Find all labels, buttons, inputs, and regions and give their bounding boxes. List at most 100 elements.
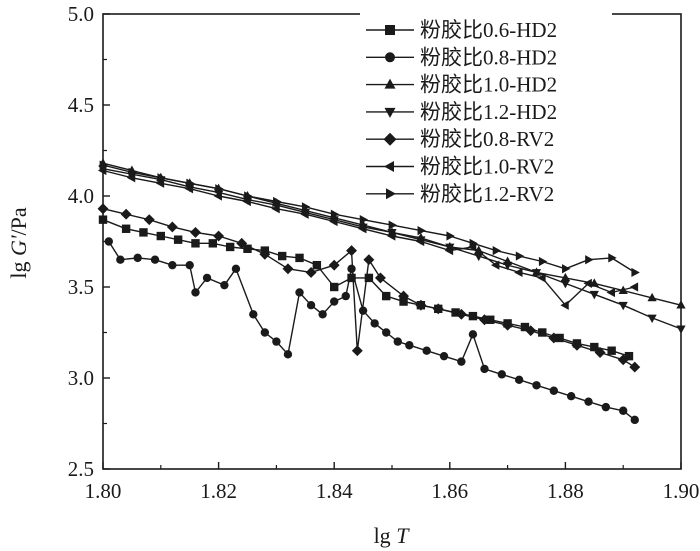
data-point bbox=[583, 278, 592, 288]
data-point bbox=[99, 160, 109, 170]
series-2 bbox=[104, 237, 639, 425]
data-point bbox=[457, 357, 466, 366]
x-tick-label: 1.80 bbox=[85, 479, 122, 503]
data-point bbox=[295, 288, 304, 297]
data-point bbox=[249, 310, 258, 319]
data-point bbox=[272, 337, 281, 346]
data-point bbox=[259, 248, 271, 260]
data-point bbox=[492, 245, 502, 256]
data-point bbox=[393, 337, 402, 346]
data-point bbox=[128, 167, 137, 177]
legend-marker bbox=[384, 161, 394, 172]
data-point bbox=[468, 311, 478, 321]
legend-label: 粉胶比1.0-RV2 bbox=[420, 155, 554, 179]
data-point bbox=[497, 370, 507, 379]
legend-entry: 粉胶比1.0-HD2 bbox=[366, 73, 557, 97]
data-point bbox=[417, 225, 426, 236]
data-point bbox=[525, 325, 537, 337]
data-point bbox=[480, 364, 489, 374]
data-point bbox=[231, 264, 241, 273]
data-point bbox=[273, 196, 282, 207]
data-point bbox=[566, 392, 576, 401]
data-point bbox=[474, 252, 484, 262]
data-point bbox=[584, 397, 593, 406]
legend-label: 粉胶比0.8-HD2 bbox=[420, 45, 557, 69]
data-point bbox=[318, 310, 327, 319]
data-point bbox=[166, 221, 178, 233]
data-point bbox=[629, 282, 639, 292]
data-point bbox=[571, 339, 583, 351]
data-point bbox=[608, 253, 617, 263]
data-point bbox=[330, 297, 339, 306]
data-point bbox=[560, 272, 571, 282]
data-point bbox=[306, 301, 316, 310]
legend-label: 粉胶比1.2-HD2 bbox=[420, 100, 557, 124]
data-point bbox=[213, 230, 225, 242]
data-point bbox=[190, 226, 201, 238]
data-point bbox=[531, 269, 542, 278]
data-point bbox=[415, 299, 427, 311]
data-point bbox=[446, 231, 455, 241]
data-point bbox=[594, 347, 606, 358]
data-point bbox=[386, 231, 396, 241]
data-point bbox=[624, 351, 634, 361]
legend-marker bbox=[385, 52, 395, 63]
data-point bbox=[126, 173, 136, 183]
data-point bbox=[330, 282, 339, 292]
data-point bbox=[562, 264, 571, 274]
data-point bbox=[548, 332, 560, 344]
data-point bbox=[329, 216, 338, 227]
data-point bbox=[590, 342, 599, 352]
x-tick-label: 1.88 bbox=[547, 479, 584, 503]
legend-entry: 粉胶比0.8-HD2 bbox=[366, 45, 557, 69]
data-point bbox=[560, 280, 571, 289]
data-point bbox=[502, 261, 513, 271]
data-point bbox=[479, 314, 490, 326]
data-point bbox=[330, 209, 340, 219]
data-point bbox=[515, 251, 525, 261]
data-point bbox=[549, 386, 559, 395]
data-point bbox=[491, 260, 500, 270]
data-point bbox=[168, 260, 177, 270]
data-point bbox=[220, 280, 229, 290]
data-point bbox=[647, 292, 657, 302]
data-point bbox=[173, 235, 183, 244]
x-tick-label: 1.84 bbox=[316, 479, 353, 503]
data-point bbox=[358, 224, 367, 234]
data-point bbox=[328, 259, 340, 271]
data-point bbox=[260, 328, 270, 337]
series-line bbox=[102, 208, 636, 368]
data-point bbox=[208, 239, 218, 248]
x-axis-label: lg T bbox=[374, 523, 411, 548]
axes: 1.80 1.82 1.84 1.86 1.88 1.90 2.5 3.0 3.5 4.0 4.5 5… bbox=[68, 2, 700, 503]
y-tick-label: 2.5 bbox=[68, 457, 94, 481]
data-point bbox=[514, 375, 524, 385]
y-axis-label: lg G'/Pa bbox=[6, 207, 31, 279]
data-point bbox=[97, 165, 107, 176]
data-point bbox=[364, 273, 374, 283]
data-point bbox=[514, 267, 523, 278]
data-point bbox=[347, 264, 356, 273]
data-point bbox=[398, 290, 410, 302]
data-point bbox=[277, 251, 287, 261]
data-point bbox=[347, 273, 356, 283]
data-point bbox=[445, 243, 455, 252]
y-tick-label: 3.0 bbox=[68, 366, 94, 390]
data-point bbox=[537, 273, 546, 283]
data-point bbox=[243, 244, 252, 253]
data-point bbox=[469, 238, 478, 248]
data-point bbox=[283, 350, 293, 359]
data-point bbox=[387, 229, 397, 238]
data-point bbox=[191, 288, 200, 297]
series-5 bbox=[97, 203, 641, 373]
data-point bbox=[617, 354, 629, 366]
data-point bbox=[647, 314, 657, 323]
data-point bbox=[555, 333, 564, 343]
data-point bbox=[157, 173, 166, 183]
legend-label: 粉胶比1.0-HD2 bbox=[420, 73, 557, 97]
data-point bbox=[631, 267, 640, 278]
data-point bbox=[363, 254, 375, 266]
data-point bbox=[538, 256, 548, 267]
data-point bbox=[370, 319, 379, 328]
